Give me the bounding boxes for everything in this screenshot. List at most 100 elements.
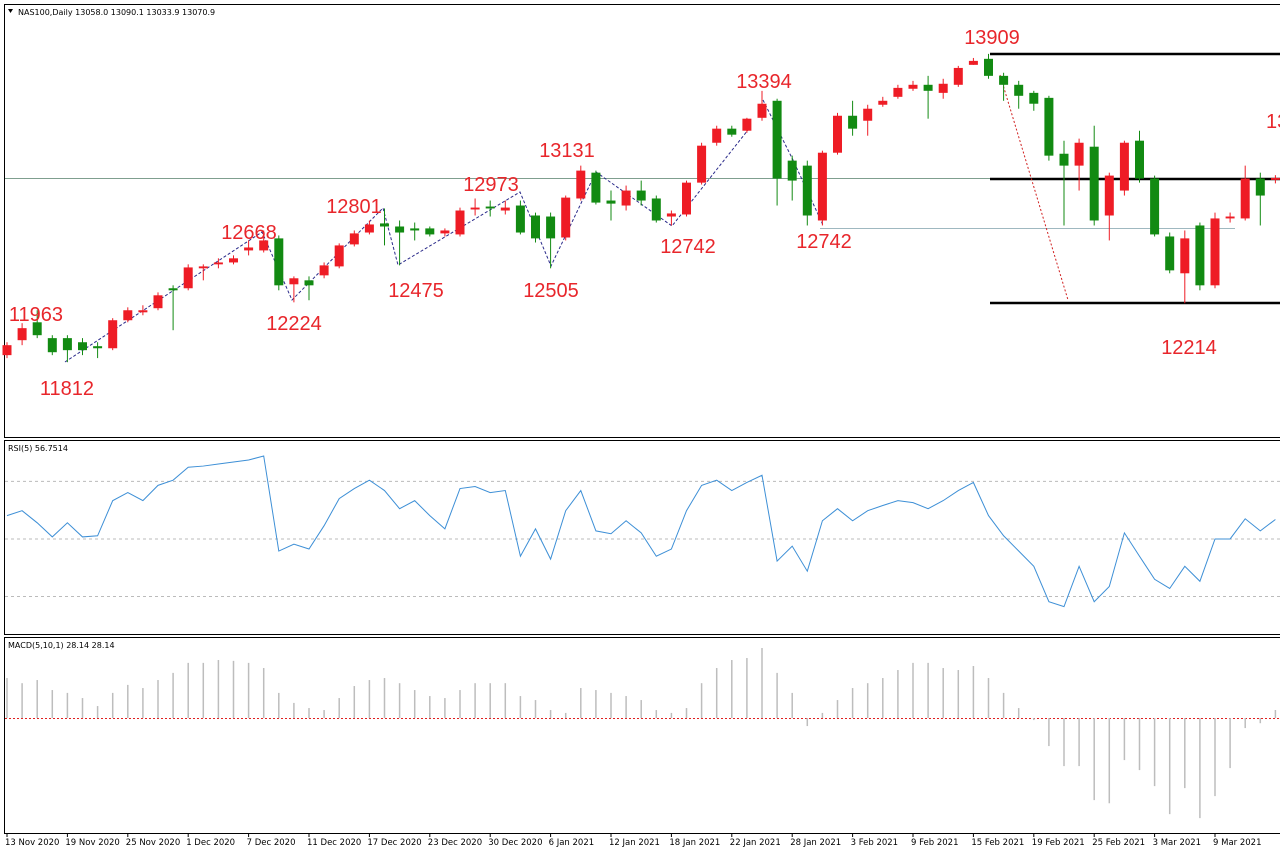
- x-tick-label: 9 Mar 2021: [1213, 838, 1261, 848]
- candle-body: [274, 238, 284, 286]
- annotation: 12742: [660, 236, 716, 258]
- price-header: NAS100,Daily 13058.0 13090.1 13033.9 130…: [18, 8, 215, 17]
- candle-body: [183, 267, 193, 289]
- candle-body: [17, 328, 27, 341]
- candle-body: [1089, 146, 1099, 221]
- rsi-line: [6, 455, 1276, 608]
- candle-body: [802, 165, 812, 216]
- x-tick-label: 18 Jan 2021: [669, 838, 720, 848]
- x-tick-label: 11 Dec 2020: [307, 838, 361, 848]
- annotation: 13394: [736, 71, 792, 93]
- annotation: 12505: [523, 280, 579, 302]
- candle-body: [334, 245, 344, 267]
- candle-body: [938, 83, 948, 93]
- candle-body: [1059, 153, 1069, 166]
- candle-body: [349, 233, 359, 245]
- x-tick-label: 6 Jan 2021: [549, 838, 595, 848]
- candle-body: [213, 262, 223, 265]
- candle-body: [923, 84, 933, 91]
- candle-body: [304, 280, 314, 286]
- candle-body: [153, 295, 163, 309]
- x-tick-label: 17 Dec 2020: [367, 838, 421, 848]
- candle-body: [742, 118, 752, 131]
- x-tick-label: 25 Nov 2020: [126, 838, 180, 848]
- x-tick-label: 3 Feb 2021: [851, 838, 899, 848]
- x-tick-label: 12 Jan 2021: [609, 838, 660, 848]
- annotation: 12973: [463, 174, 519, 196]
- annotation: 12475: [388, 280, 444, 302]
- candle-body: [636, 190, 646, 201]
- rsi-header: RSI(5) 56.7514: [8, 444, 68, 453]
- candle-body: [908, 84, 918, 89]
- annotation: 12742: [796, 231, 852, 253]
- candle-body: [757, 103, 767, 118]
- x-tick-label: 22 Jan 2021: [730, 838, 781, 848]
- candle-body: [893, 87, 903, 97]
- candle-body: [440, 230, 450, 234]
- candle-body: [863, 108, 873, 121]
- candle-body: [531, 215, 540, 239]
- menu-arrow[interactable]: [8, 9, 13, 13]
- candle-body: [395, 226, 405, 233]
- candle-body: [712, 128, 722, 143]
- candle-body: [62, 338, 72, 351]
- candle-body: [999, 75, 1009, 85]
- candle-body: [1119, 142, 1129, 191]
- x-tick-label: 28 Jan 2021: [790, 838, 841, 848]
- candle-body: [138, 310, 148, 313]
- annotation: 13: [1266, 111, 1280, 133]
- candle-body: [32, 322, 42, 336]
- candle-body: [591, 172, 601, 203]
- candle-body: [833, 115, 842, 153]
- candle-body: [651, 198, 661, 221]
- annotation: 11812: [40, 378, 94, 400]
- candle-body: [229, 258, 238, 263]
- candle-body: [1074, 142, 1084, 166]
- candle-body: [500, 207, 510, 211]
- candle-body: [108, 320, 118, 349]
- zigzag-line: [64, 129, 749, 363]
- candle-body: [848, 115, 858, 129]
- macd-pane: [4, 637, 1280, 834]
- candle-body: [319, 265, 329, 276]
- x-tick-label: 15 Feb 2021: [971, 838, 1024, 848]
- candle-body: [410, 228, 420, 231]
- candle-body: [78, 342, 87, 351]
- rsi-pane: [4, 440, 1280, 635]
- candle-body: [455, 210, 465, 235]
- x-tick-label: 19 Feb 2021: [1032, 838, 1085, 848]
- candle-body: [1150, 178, 1160, 235]
- candle-body: [364, 224, 374, 233]
- x-tick-label: 7 Dec 2020: [247, 838, 296, 848]
- candle-body: [425, 228, 435, 235]
- candle-body: [984, 58, 993, 76]
- candle-body: [1135, 140, 1144, 179]
- candle-body: [1255, 178, 1265, 196]
- candle-body: [47, 338, 57, 353]
- x-tick-label: 1 Dec 2020: [186, 838, 235, 848]
- candle-body: [772, 100, 782, 179]
- candle-body: [576, 170, 586, 199]
- candle-body: [697, 145, 707, 183]
- candle-body: [168, 288, 178, 291]
- candle-body: [123, 310, 133, 321]
- annotation: 12801: [326, 196, 382, 218]
- x-tick-label: 23 Dec 2020: [428, 838, 482, 848]
- candle-body: [1029, 92, 1039, 104]
- annotation: 13909: [964, 27, 1020, 49]
- candle-body: [380, 223, 389, 227]
- candle-body: [817, 152, 827, 221]
- candle-body: [1195, 225, 1205, 286]
- x-tick-label: 9 Feb 2021: [911, 838, 959, 848]
- candle-body: [198, 266, 208, 269]
- candle-body: [259, 240, 269, 251]
- price-pane: [4, 4, 1280, 438]
- candle-body: [682, 182, 691, 215]
- x-tick-label: 13 Nov 2020: [5, 838, 59, 848]
- macd-header: MACD(5,10,1) 28.14 28.14: [8, 641, 115, 650]
- x-tick-label: 25 Feb 2021: [1092, 838, 1145, 848]
- candle-body: [485, 206, 495, 209]
- candle-body: [515, 205, 525, 233]
